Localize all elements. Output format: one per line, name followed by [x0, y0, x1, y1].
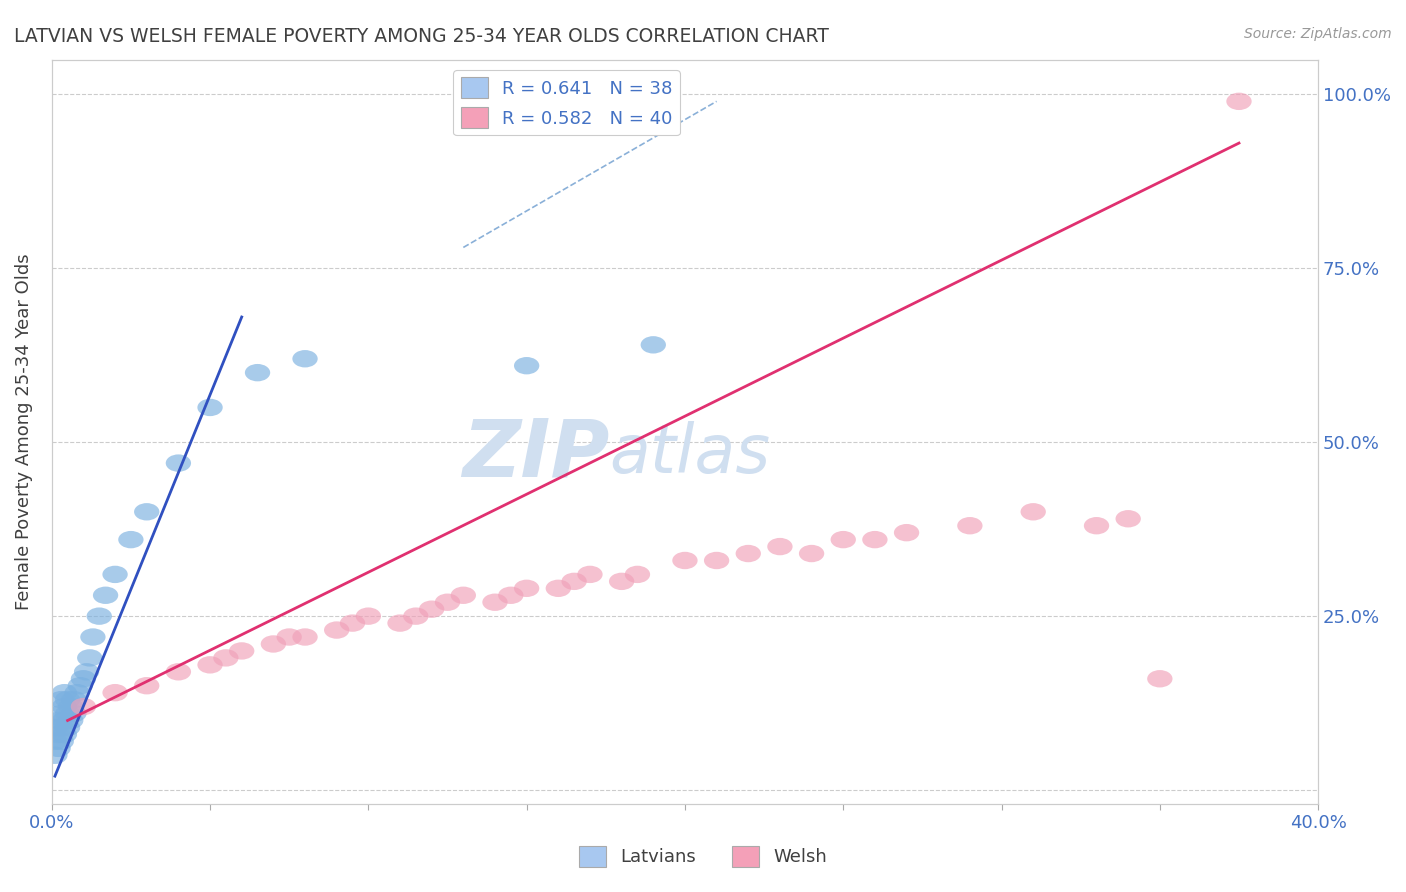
Ellipse shape: [735, 545, 761, 562]
Ellipse shape: [103, 566, 128, 583]
Ellipse shape: [404, 607, 429, 624]
Ellipse shape: [672, 552, 697, 569]
Ellipse shape: [52, 684, 77, 701]
Ellipse shape: [214, 649, 239, 666]
Ellipse shape: [229, 642, 254, 659]
Text: atlas: atlas: [609, 421, 770, 487]
Ellipse shape: [245, 364, 270, 382]
Ellipse shape: [49, 732, 75, 750]
Ellipse shape: [166, 454, 191, 472]
Ellipse shape: [55, 719, 80, 736]
Ellipse shape: [515, 357, 540, 375]
Ellipse shape: [1147, 670, 1173, 688]
Ellipse shape: [70, 698, 96, 715]
Ellipse shape: [578, 566, 603, 583]
Ellipse shape: [77, 649, 103, 666]
Ellipse shape: [166, 663, 191, 681]
Ellipse shape: [1226, 93, 1251, 110]
Ellipse shape: [387, 615, 413, 632]
Text: Source: ZipAtlas.com: Source: ZipAtlas.com: [1244, 27, 1392, 41]
Ellipse shape: [49, 691, 75, 708]
Ellipse shape: [1115, 510, 1140, 527]
Ellipse shape: [67, 677, 93, 694]
Ellipse shape: [45, 712, 70, 729]
Ellipse shape: [419, 600, 444, 618]
Legend: Latvians, Welsh: Latvians, Welsh: [571, 838, 835, 874]
Ellipse shape: [55, 705, 80, 723]
Ellipse shape: [197, 399, 222, 417]
Ellipse shape: [42, 719, 67, 736]
Ellipse shape: [340, 615, 366, 632]
Ellipse shape: [62, 691, 87, 708]
Ellipse shape: [134, 503, 159, 521]
Ellipse shape: [42, 732, 67, 750]
Ellipse shape: [75, 663, 100, 681]
Ellipse shape: [65, 684, 90, 701]
Ellipse shape: [546, 580, 571, 597]
Ellipse shape: [831, 531, 856, 549]
Ellipse shape: [609, 573, 634, 591]
Ellipse shape: [515, 580, 540, 597]
Ellipse shape: [87, 607, 112, 624]
Ellipse shape: [1021, 503, 1046, 521]
Ellipse shape: [862, 531, 887, 549]
Ellipse shape: [277, 628, 302, 646]
Ellipse shape: [323, 622, 349, 639]
Ellipse shape: [561, 573, 586, 591]
Ellipse shape: [103, 684, 128, 701]
Ellipse shape: [260, 635, 285, 653]
Ellipse shape: [55, 691, 80, 708]
Ellipse shape: [118, 531, 143, 549]
Ellipse shape: [52, 698, 77, 715]
Ellipse shape: [70, 670, 96, 688]
Ellipse shape: [894, 524, 920, 541]
Ellipse shape: [45, 739, 70, 757]
Ellipse shape: [45, 726, 70, 743]
Ellipse shape: [42, 747, 67, 764]
Ellipse shape: [58, 698, 83, 715]
Ellipse shape: [498, 587, 523, 604]
Ellipse shape: [52, 712, 77, 729]
Ellipse shape: [134, 677, 159, 694]
Ellipse shape: [197, 657, 222, 673]
Legend: R = 0.641   N = 38, R = 0.582   N = 40: R = 0.641 N = 38, R = 0.582 N = 40: [453, 70, 679, 136]
Ellipse shape: [62, 705, 87, 723]
Ellipse shape: [641, 336, 666, 353]
Ellipse shape: [49, 705, 75, 723]
Y-axis label: Female Poverty Among 25-34 Year Olds: Female Poverty Among 25-34 Year Olds: [15, 253, 32, 610]
Ellipse shape: [482, 593, 508, 611]
Ellipse shape: [451, 587, 477, 604]
Ellipse shape: [292, 628, 318, 646]
Ellipse shape: [768, 538, 793, 556]
Ellipse shape: [356, 607, 381, 624]
Ellipse shape: [93, 587, 118, 604]
Ellipse shape: [704, 552, 730, 569]
Ellipse shape: [292, 350, 318, 368]
Ellipse shape: [799, 545, 824, 562]
Ellipse shape: [80, 628, 105, 646]
Text: LATVIAN VS WELSH FEMALE POVERTY AMONG 25-34 YEAR OLDS CORRELATION CHART: LATVIAN VS WELSH FEMALE POVERTY AMONG 25…: [14, 27, 830, 45]
Ellipse shape: [58, 712, 83, 729]
Ellipse shape: [52, 726, 77, 743]
Text: ZIP: ZIP: [461, 415, 609, 493]
Ellipse shape: [49, 719, 75, 736]
Ellipse shape: [1084, 517, 1109, 534]
Ellipse shape: [434, 593, 460, 611]
Ellipse shape: [957, 517, 983, 534]
Ellipse shape: [624, 566, 650, 583]
